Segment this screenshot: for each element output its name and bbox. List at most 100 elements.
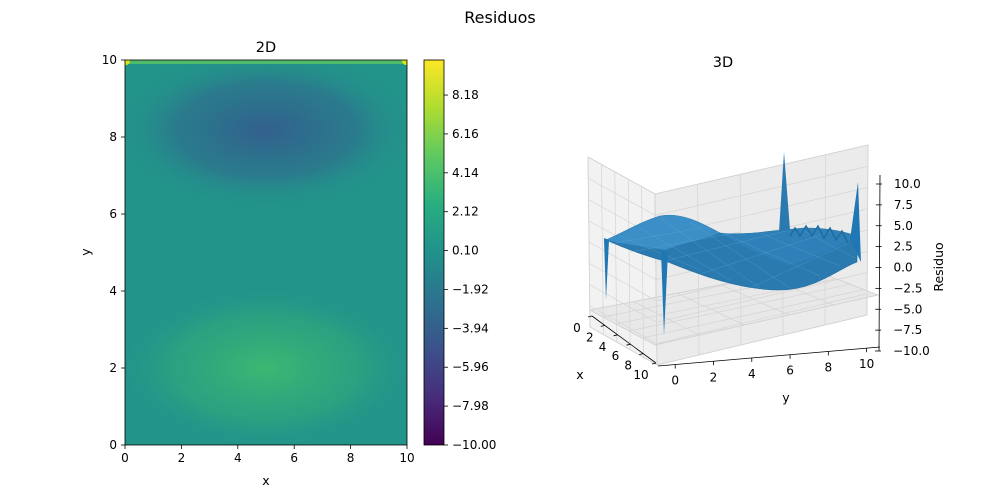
- surface-floor-gridline: [641, 289, 865, 339]
- surface-y-ticks: 0 2 4 6 8 10: [657, 346, 881, 388]
- surface-x-tick-mark: [600, 325, 605, 327]
- heatmap-panel: 2D 0 2 4 6 8 10 0 2 4 6 8 10 x y: [78, 40, 415, 488]
- heatmap-corner-spike-left: [125, 60, 130, 65]
- heatmap-corner-spike-right: [402, 60, 407, 65]
- surface-mesh: [604, 152, 861, 335]
- surface-x-tick-label: 10: [633, 368, 648, 382]
- surface-y-tick-label: 10: [859, 357, 874, 371]
- surface-z-tick-label: 5.0: [894, 219, 913, 233]
- surface-x-tick-mark: [639, 353, 644, 355]
- colorbar-tick-label: 0.10: [452, 244, 479, 258]
- surface-z-tick-label: −2.5: [893, 281, 922, 295]
- surface-y-axis-line: [657, 346, 881, 367]
- surface-floor-gridline: [628, 283, 851, 332]
- colorbar-ticks: −10.00 −7.98 −5.96 −3.94 −1.92 0.10 2.12 4.14 6.…: [444, 88, 496, 452]
- surface-gridlines: [587, 144, 879, 366]
- surface-x-tick-mark: [587, 315, 593, 318]
- colorbar-tick-label: 4.14: [452, 166, 479, 180]
- heatmap-y-label: y: [78, 248, 93, 256]
- heatmap-x-tick-label: 8: [347, 451, 355, 465]
- surface-z-tick-label: −10.0: [893, 344, 930, 358]
- heatmap-y-tick-label: 10: [102, 53, 117, 67]
- colorbar-tick-label: 6.16: [452, 127, 479, 141]
- surface-z-tick-label: 0.0: [894, 261, 913, 275]
- surface-spike-front-right: [850, 182, 861, 262]
- heatmap-x-tick-label: 0: [121, 451, 129, 465]
- surface-z-label: Residuo: [931, 242, 946, 291]
- colorbar-tick-label: 8.18: [452, 88, 479, 102]
- surface-mesh-lines: [609, 217, 856, 289]
- heatmap-x-tick-label: 2: [178, 451, 186, 465]
- surface-x-tick-label: 2: [586, 330, 594, 344]
- surface-sheet-lit: [606, 215, 720, 250]
- surface-y-gridline: [866, 144, 869, 316]
- heatmap-frame: [124, 59, 408, 446]
- heatmap-y-tick-label: 6: [109, 207, 117, 221]
- heatmap-top-edge: [125, 60, 407, 64]
- surface-floor-gridline: [654, 294, 879, 346]
- surface-x-gridline: [601, 164, 604, 335]
- surface-x-tick-label: 4: [599, 340, 607, 354]
- surface-x-tick-label: 0: [573, 321, 581, 335]
- surface-x-tick-label: 8: [624, 359, 632, 373]
- surface-edge-ripples: [789, 224, 849, 244]
- heatmap-x-tick-label: 4: [234, 451, 242, 465]
- surface-z-axis-line: [878, 174, 881, 352]
- surface-z-tick-label: 7.5: [894, 198, 913, 212]
- colorbar: −10.00 −7.98 −5.96 −3.94 −1.92 0.10 2.12 4.14 6.…: [423, 59, 496, 452]
- surface-title: 3D: [713, 55, 733, 71]
- surface-floor-gridline: [720, 284, 789, 316]
- surface-z-tick-label: 10.0: [894, 177, 921, 191]
- heatmap-minimum-region: [125, 60, 407, 208]
- heatmap-title: 2D: [256, 40, 276, 56]
- surface-x-tick-label: 6: [612, 349, 620, 363]
- heatmap-image: [125, 60, 407, 445]
- surface-spike-left: [604, 238, 609, 300]
- surface-y-tick-label: 4: [748, 367, 756, 381]
- surface-spike-center: [661, 250, 668, 335]
- surface-z-tick-label: 2.5: [894, 240, 913, 254]
- colorbar-tick-label: −1.92: [452, 282, 489, 296]
- surface-z-ticks: −10.0 −7.5 −5.0 −2.5 0.0 2.5 5.0 7.5 10.0: [875, 174, 930, 358]
- surface-x-gridline: [641, 186, 644, 358]
- heatmap-y-tick-label: 2: [109, 361, 117, 375]
- heatmap-x-label: x: [262, 473, 269, 488]
- colorbar-gradient: [423, 59, 445, 446]
- colorbar-tick-label: −10.00: [452, 438, 496, 452]
- surface-z-tick-label: −7.5: [893, 323, 922, 337]
- heatmap-x-tick-label: 6: [290, 451, 298, 465]
- surface-x-tick-mark: [613, 334, 618, 337]
- surface-y-label: y: [782, 390, 790, 405]
- surface-ridge: [720, 228, 857, 265]
- heatmap-x-ticks: 0 2 4 6 8 10: [121, 445, 415, 465]
- heatmap-y-tick-label: 0: [109, 438, 117, 452]
- surface-x-axis-line: [591, 315, 657, 364]
- heatmap-y-ticks: 0 2 4 6 8 10: [102, 53, 125, 452]
- colorbar-tick-label: −5.96: [452, 360, 489, 374]
- heatmap-x-tick-label: 10: [399, 451, 414, 465]
- surface-x-tick-mark: [651, 362, 657, 365]
- surface-y-tick-label: 6: [786, 364, 794, 378]
- figure-title: Residuos: [464, 8, 535, 27]
- heatmap-maximum-region: [125, 283, 407, 445]
- heatmap-y-tick-label: 8: [109, 130, 117, 144]
- surface-y-tick-label: 8: [825, 360, 833, 374]
- colorbar-tick-label: 2.12: [452, 205, 479, 219]
- surface-x-gridline: [614, 171, 618, 343]
- surface-z-tick-label: −5.0: [893, 302, 922, 316]
- surface-floor-gridline: [633, 301, 700, 336]
- surface-floor-gridline: [589, 309, 656, 346]
- surface-x-tick-mark: [626, 343, 631, 346]
- colorbar-tick-label: −3.94: [452, 321, 489, 335]
- surface-x-gridline: [587, 156, 591, 328]
- heatmap-y-tick-label: 4: [109, 284, 117, 298]
- surface-x-label: x: [576, 367, 583, 382]
- surface-spike-back-right: [779, 152, 790, 232]
- surface-y-tick-label: 2: [710, 370, 718, 384]
- surface-y-tick-label: 0: [671, 374, 679, 388]
- surface-floor-gridline: [677, 292, 745, 326]
- colorbar-tick-label: −7.98: [452, 399, 489, 413]
